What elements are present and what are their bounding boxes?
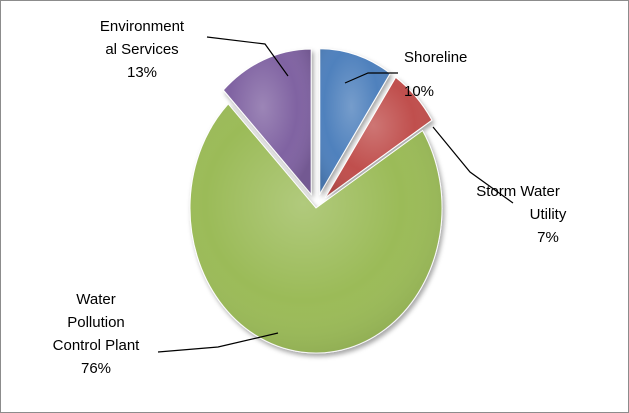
- leader-line: [432, 126, 514, 204]
- data-label-text: Environment: [100, 18, 185, 35]
- pie-slice-shading: [190, 103, 443, 353]
- pie-slice-shading: [325, 77, 432, 198]
- data-label-text: Pollution: [67, 314, 125, 331]
- data-label-text: Utility: [530, 206, 567, 223]
- data-label-percent: 7%: [537, 229, 559, 246]
- data-label-percent: 10%: [404, 83, 434, 100]
- leader-line: [344, 72, 398, 84]
- pie-slice-shading: [319, 48, 391, 194]
- leader-line: [157, 332, 279, 353]
- data-label-percent: 76%: [81, 360, 111, 377]
- data-label-percent: 13%: [127, 64, 157, 81]
- data-label-text: Water: [76, 291, 115, 308]
- pie-slice-shading: [223, 49, 312, 195]
- data-label-text: Control Plant: [53, 337, 141, 354]
- leader-line: [206, 36, 289, 77]
- data-label-text: Shoreline: [404, 49, 467, 66]
- data-label-text: Storm Water: [476, 183, 560, 200]
- data-label-text: al Services: [105, 41, 178, 58]
